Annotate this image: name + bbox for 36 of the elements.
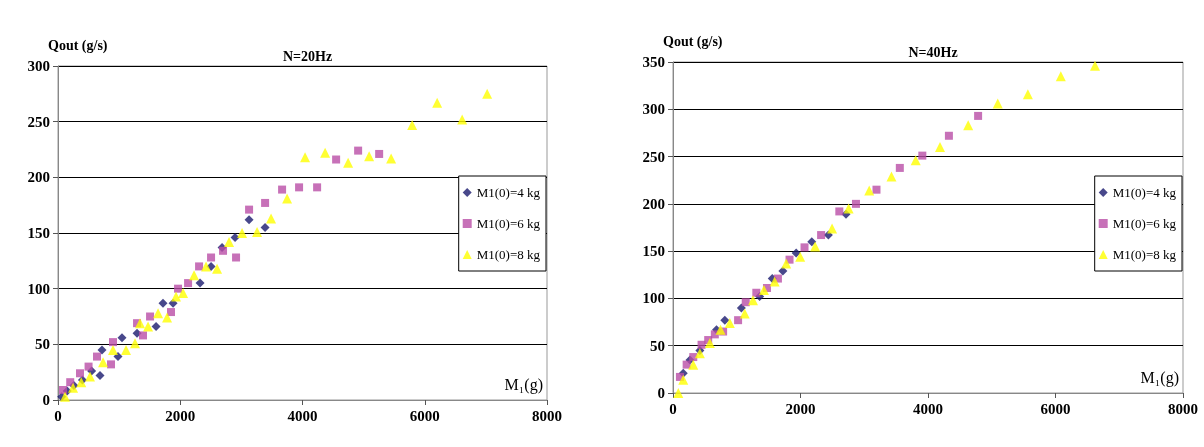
y-tick-label: 50 xyxy=(650,337,665,354)
x-axis-title: M₁(g) xyxy=(1140,368,1179,387)
x-tick-label: 6000 xyxy=(1040,400,1071,417)
x-tick-label: 2000 xyxy=(165,407,196,424)
legend-label: M1(0)=6 kg xyxy=(476,216,541,231)
y-tick-label: 150 xyxy=(27,225,50,241)
y-axis-title: Qout (g/s) xyxy=(663,33,723,50)
x-tick-label: 2000 xyxy=(785,400,816,417)
x-tick-label: 0 xyxy=(54,407,62,424)
legend-label: M1(0)=4 kg xyxy=(476,185,541,200)
legend-label: M1(0)=4 kg xyxy=(1112,185,1177,200)
y-tick-label: 0 xyxy=(657,385,665,401)
y-tick-label: 200 xyxy=(27,169,50,186)
x-tick-label: 6000 xyxy=(409,407,440,424)
y-tick-label: 300 xyxy=(27,58,50,74)
y-tick-label: 300 xyxy=(642,101,665,118)
x-tick-label: 4000 xyxy=(287,407,318,424)
y-tick-label: 100 xyxy=(642,290,665,307)
x-axis-title: M₁(g) xyxy=(504,375,543,394)
y-tick-label: 100 xyxy=(27,280,50,297)
y-tick-label: 250 xyxy=(27,113,50,130)
chart-title: N=40Hz xyxy=(908,44,958,60)
y-tick-label: 250 xyxy=(642,148,665,165)
x-tick-label: 0 xyxy=(669,400,677,417)
y-tick-label: 200 xyxy=(642,195,665,212)
y-axis-title: Qout (g/s) xyxy=(48,37,108,54)
chart-title: N=20Hz xyxy=(282,48,333,64)
x-tick-label: 8000 xyxy=(532,407,562,424)
legend-label: M1(0)=6 kg xyxy=(1112,216,1177,231)
legend-label: M1(0)=8 kg xyxy=(476,247,541,262)
y-tick-label: 150 xyxy=(642,243,665,260)
y-tick-label: 50 xyxy=(35,336,50,353)
x-tick-label: 8000 xyxy=(1168,400,1198,417)
legend-label: M1(0)=8 kg xyxy=(1112,247,1177,262)
x-tick-label: 4000 xyxy=(913,400,943,417)
y-tick-label: 350 xyxy=(642,54,665,70)
